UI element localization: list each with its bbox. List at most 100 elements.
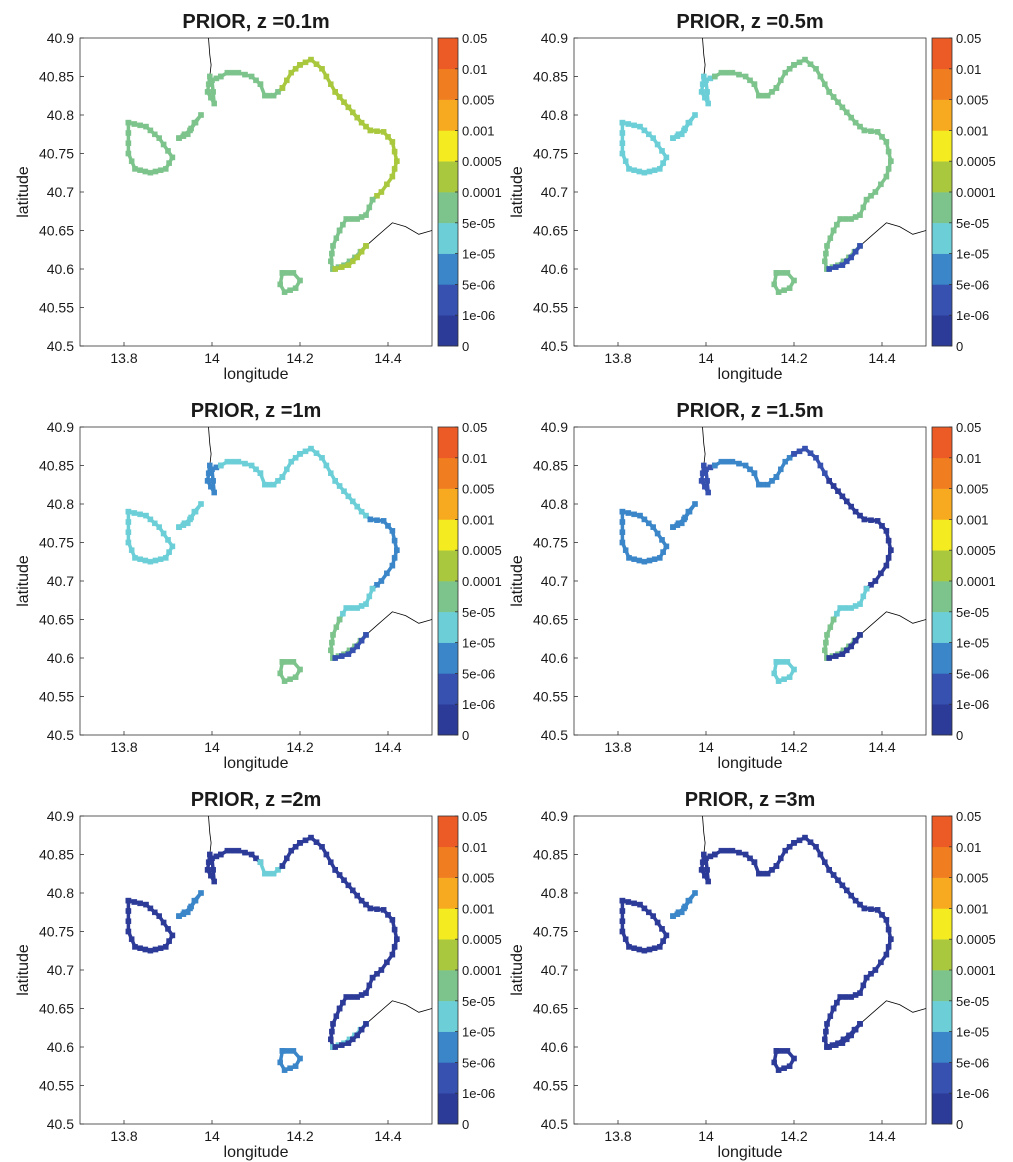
data-point (162, 555, 169, 561)
data-point (257, 81, 264, 87)
data-point (328, 470, 334, 477)
data-point (358, 637, 365, 644)
subplot-2: PRIOR, z =0.5m 13.8 14 14.2 14.4 40.5 40.55 40.… (509, 11, 996, 383)
data-point (848, 892, 854, 899)
data-point (279, 1048, 286, 1054)
colorbar-cell (932, 970, 952, 1002)
data-point (137, 945, 143, 951)
data-point (363, 512, 369, 519)
colorbar-cell (438, 253, 458, 285)
data-point (290, 659, 297, 665)
y-tick-label: 40.9 (47, 808, 74, 824)
colorbar: 0 1e-06 5e-06 1e-05 5e-05 0.0001 0.0005 0.001 0.… (437, 809, 502, 1132)
data-point (230, 847, 236, 854)
data-point (718, 458, 725, 465)
data-point (698, 867, 705, 873)
data-point (297, 840, 303, 846)
plot-title: PRIOR, z =1m (191, 400, 322, 422)
data-point (779, 1048, 785, 1054)
data-point (308, 56, 314, 63)
data-point (363, 1021, 369, 1027)
colorbar-cell (932, 1000, 952, 1032)
data-point (625, 510, 632, 516)
colorbar-cell (438, 970, 458, 1002)
colorbar-cell (932, 284, 952, 316)
data-point (660, 938, 666, 944)
data-point (879, 134, 885, 140)
colorbar-cell (932, 488, 952, 520)
data-point (837, 216, 843, 222)
data-point (660, 549, 666, 555)
colorbar-tick-label: 1e-06 (956, 1086, 989, 1101)
colorbar-tick-label: 0.0005 (956, 543, 996, 558)
data-point (779, 270, 785, 276)
data-point (345, 651, 352, 657)
y-tick-label: 40.8 (541, 885, 568, 901)
colorbar: 0 1e-06 5e-06 1e-05 5e-05 0.0001 0.0005 0.001 0.… (437, 31, 502, 354)
data-point (705, 489, 711, 496)
data-point (852, 897, 859, 904)
data-point (747, 77, 753, 84)
colorbar-tick-label: 5e-05 (462, 605, 495, 620)
data-point (786, 285, 793, 292)
data-layer (619, 427, 926, 684)
colorbar-tick-label: 0.01 (462, 840, 487, 855)
colorbar-cell (438, 488, 458, 520)
data-point (336, 227, 343, 234)
data-point (151, 520, 158, 527)
data-point (826, 655, 832, 661)
x-tick-label: 13.8 (110, 350, 137, 366)
x-tick-label: 14.4 (374, 1128, 401, 1144)
data-point (288, 458, 295, 465)
data-point (248, 462, 255, 469)
x-tick-label: 14.2 (286, 350, 313, 366)
data-point (651, 945, 658, 951)
data-point (646, 909, 652, 916)
data-point (287, 676, 293, 682)
data-point (358, 897, 365, 904)
colorbar-cell (932, 1093, 952, 1125)
y-tick-label: 40.75 (39, 146, 74, 162)
colorbar-cell (932, 315, 952, 347)
data-point (657, 166, 663, 172)
subplot-5: PRIOR, z =2m 13.8 14 14.2 14.4 40.5 40.55 40.6 4… (15, 789, 502, 1161)
data-point (142, 946, 149, 953)
data-point (868, 906, 874, 912)
data-point (769, 89, 775, 95)
data-point (279, 863, 286, 869)
data-point (394, 936, 400, 942)
data-point (394, 547, 400, 553)
data-point (823, 639, 829, 646)
data-point (868, 971, 874, 977)
colorbar-tick-label: 0.05 (462, 809, 487, 824)
y-tick-label: 40.85 (39, 847, 74, 863)
data-point (791, 451, 797, 457)
data-point (125, 908, 132, 914)
data-point (125, 508, 132, 515)
data-point (885, 537, 892, 544)
data-point (125, 529, 132, 535)
data-point (328, 258, 334, 265)
data-point (151, 909, 158, 916)
data-point (844, 498, 850, 505)
data-point (699, 470, 706, 477)
data-point (872, 189, 879, 195)
data-point (354, 892, 361, 899)
colorbar-cell (932, 611, 952, 643)
data-point (782, 847, 788, 854)
data-point (363, 243, 369, 249)
colorbar-cell (438, 99, 458, 131)
x-tick-label: 13.8 (604, 739, 631, 755)
data-point (699, 859, 706, 865)
data-point (807, 839, 814, 845)
data-point (165, 148, 171, 154)
data-point (308, 445, 314, 452)
data-point (848, 503, 854, 510)
data-point (724, 69, 730, 76)
data-point (698, 478, 705, 484)
data-point (631, 556, 637, 562)
data-point (742, 462, 749, 469)
data-point (389, 562, 396, 569)
data-point (883, 139, 890, 145)
data-point (751, 81, 758, 87)
